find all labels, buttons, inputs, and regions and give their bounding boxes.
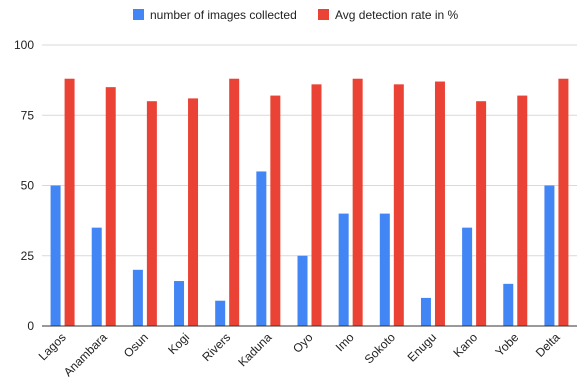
x-tick-label: Kaduna — [235, 330, 274, 369]
bar-images-kogi — [174, 281, 185, 326]
bar-detection-osun — [146, 101, 157, 326]
y-tick-label: 50 — [21, 179, 35, 193]
bars — [50, 78, 569, 327]
bar-detection-rivers — [229, 78, 240, 326]
bar-images-lagos — [50, 185, 61, 326]
bar-detection-yobe — [517, 95, 528, 326]
x-tick-label: Kogi — [165, 330, 192, 357]
x-tick-label: Imo — [333, 330, 357, 354]
x-tick-label: Kano — [451, 330, 481, 360]
y-tick-label: 25 — [21, 249, 35, 263]
legend-swatch-detection — [318, 9, 329, 20]
bar-detection-kogi — [188, 98, 199, 326]
bar-detection-enugu — [434, 81, 445, 326]
bar-images-kaduna — [256, 171, 267, 326]
y-tick-label: 100 — [14, 38, 34, 52]
y-tick-label: 0 — [27, 319, 34, 333]
bar-detection-kaduna — [270, 95, 281, 326]
bar-images-sokoto — [379, 213, 390, 326]
gridlines — [42, 44, 577, 257]
bar-images-rivers — [215, 300, 226, 326]
legend-label-detection: Avg detection rate in % — [335, 8, 459, 22]
bar-images-osun — [132, 269, 143, 326]
bar-detection-delta — [558, 78, 569, 326]
x-tick-label: Yobe — [492, 330, 521, 359]
x-tick-label: Anambara — [61, 330, 110, 378]
x-tick-label: Delta — [533, 330, 563, 360]
x-tick-label: Enugu — [405, 330, 439, 364]
bar-detection-anambara — [105, 87, 116, 327]
x-tick-label: Osun — [121, 330, 151, 360]
bar-images-imo — [338, 213, 349, 326]
bar-detection-sokoto — [393, 84, 404, 326]
x-tick-label: Oyo — [290, 330, 316, 356]
bar-images-anambara — [91, 227, 102, 326]
x-tick-label: Rivers — [199, 330, 233, 364]
bar-images-enugu — [420, 297, 431, 326]
bar-detection-oyo — [311, 84, 322, 326]
bar-images-kano — [462, 227, 473, 326]
bar-images-yobe — [503, 283, 514, 326]
y-tick-label: 75 — [21, 108, 35, 122]
bar-images-oyo — [297, 255, 308, 326]
bar-detection-lagos — [64, 78, 75, 326]
legend-swatch-images — [133, 9, 144, 20]
x-tick-label: Lagos — [36, 330, 69, 363]
x-tick-label: Sokoto — [362, 330, 399, 367]
y-axis-ticks: 0 25 50 75 100 — [14, 38, 34, 333]
bar-images-delta — [544, 185, 555, 326]
bar-detection-kano — [476, 101, 487, 326]
bar-detection-imo — [352, 78, 363, 326]
legend: number of images collected Avg detection… — [133, 8, 459, 22]
legend-label-images: number of images collected — [150, 8, 297, 22]
